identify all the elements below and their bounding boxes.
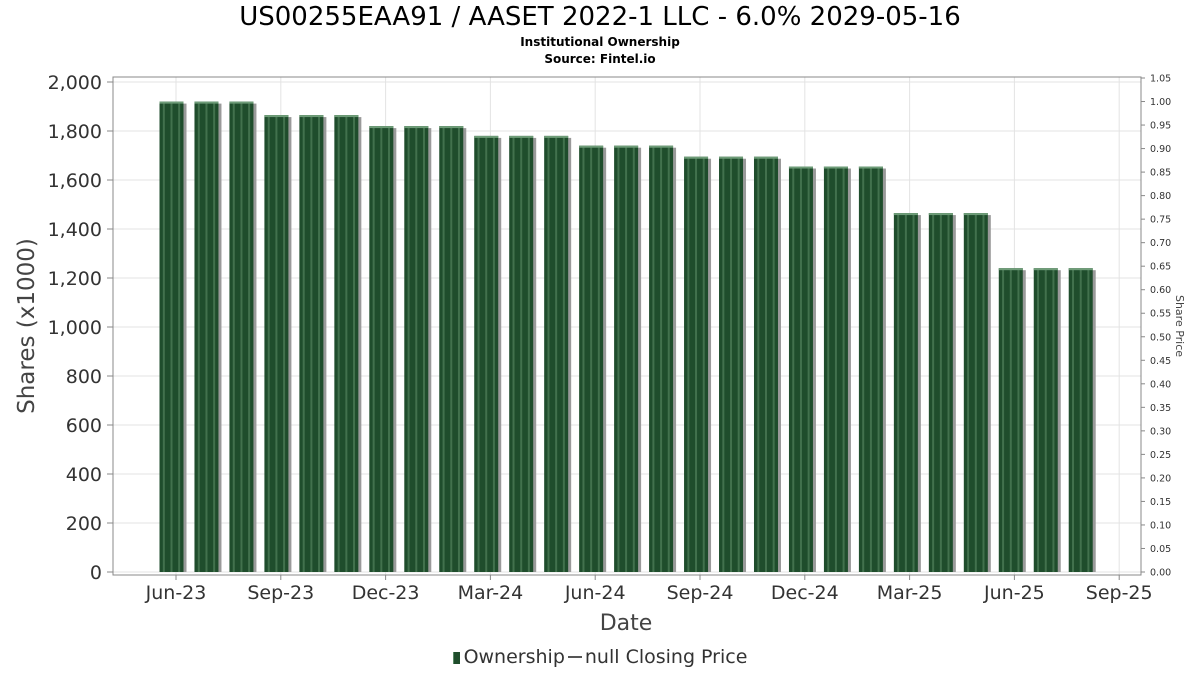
x-tick-label: Sep-24 bbox=[667, 582, 734, 604]
y2-tick-label: 0.35 bbox=[1150, 403, 1171, 414]
ownership-bar bbox=[614, 145, 642, 572]
chart-subtitle: Institutional Ownership bbox=[520, 35, 680, 49]
y2-tick-label: 0.85 bbox=[1150, 168, 1171, 179]
legend: Ownership null Closing Price bbox=[0, 646, 1200, 668]
ownership-bar bbox=[544, 135, 572, 572]
ownership-bar bbox=[719, 156, 747, 572]
ownership-bar bbox=[858, 166, 886, 572]
y2-tick-label: 0.55 bbox=[1150, 309, 1171, 320]
ownership-bar bbox=[369, 126, 397, 572]
ownership-bar bbox=[229, 101, 257, 572]
y2-tick-label: 0.75 bbox=[1150, 215, 1171, 226]
price-legend-line bbox=[567, 656, 582, 658]
ownership-bar bbox=[823, 166, 851, 572]
y2-axis-label: Share Price bbox=[1173, 295, 1186, 357]
ownership-bar bbox=[334, 115, 362, 572]
ownership-bar bbox=[649, 145, 677, 572]
ownership-bar bbox=[928, 213, 956, 572]
x-tick-label: Sep-23 bbox=[247, 582, 314, 604]
y-tick-label: 1,600 bbox=[48, 170, 102, 192]
ownership-bar bbox=[963, 213, 991, 572]
ownership-bar bbox=[509, 135, 537, 572]
y2-tick-label: 0.05 bbox=[1150, 544, 1171, 555]
y-tick-label: 1,000 bbox=[48, 317, 102, 339]
y2-tick-label: 1.05 bbox=[1150, 74, 1171, 85]
y2-tick-label: 0.90 bbox=[1150, 144, 1171, 155]
plot-frame bbox=[112, 76, 1142, 576]
y2-tick-label: 0.30 bbox=[1150, 426, 1171, 437]
y-tick-label: 0 bbox=[90, 562, 102, 584]
x-tick-label: Jun-23 bbox=[145, 582, 207, 604]
ownership-bar bbox=[194, 101, 222, 572]
y2-tick-label: 0.25 bbox=[1150, 450, 1171, 461]
y2-tick-label: 0.00 bbox=[1150, 568, 1171, 579]
y-tick-label: 400 bbox=[66, 464, 102, 486]
y2-tick-label: 0.20 bbox=[1150, 473, 1171, 484]
y2-tick-label: 0.95 bbox=[1150, 121, 1171, 132]
chart-title: US00255EAA91 / AASET 2022-1 LLC - 6.0% 2… bbox=[239, 2, 961, 32]
y-tick-label: 200 bbox=[66, 513, 102, 535]
ownership-bar bbox=[998, 268, 1026, 572]
x-tick-label: Sep-25 bbox=[1086, 582, 1153, 604]
y-tick-label: 1,200 bbox=[48, 268, 102, 290]
ownership-bar bbox=[299, 115, 327, 572]
ownership-bar bbox=[753, 156, 781, 572]
x-axis-label: Date bbox=[600, 611, 653, 636]
y2-tick-label: 0.80 bbox=[1150, 191, 1171, 202]
y2-tick-label: 0.70 bbox=[1150, 238, 1171, 249]
ownership-chart: 0 200 400 600 800 1,000 1,200 1,400 1,600 1,800 2,… bbox=[14, 72, 1186, 636]
y-tick-label: 800 bbox=[66, 366, 102, 388]
y-axis-label: Shares (x1000) bbox=[14, 238, 40, 414]
ownership-bar bbox=[788, 166, 816, 572]
x-tick-label: Dec-24 bbox=[771, 582, 839, 604]
ownership-bar bbox=[264, 115, 292, 572]
ownership-bar bbox=[1068, 268, 1096, 572]
chart-source: Source: Fintel.io bbox=[544, 52, 656, 66]
legend-ownership-label: Ownership bbox=[463, 646, 565, 668]
ownership-bar bbox=[684, 156, 712, 572]
ownership-bar bbox=[159, 101, 187, 572]
x-tick-label: Dec-23 bbox=[352, 582, 420, 604]
ownership-bar bbox=[1033, 268, 1061, 572]
ownership-bar bbox=[439, 126, 467, 572]
x-tick-label: Mar-24 bbox=[458, 582, 524, 604]
ownership-bar bbox=[893, 213, 921, 572]
y2-tick-label: 0.10 bbox=[1150, 520, 1171, 531]
y-tick-label: 2,000 bbox=[48, 72, 102, 94]
x-tick-label: Jun-24 bbox=[564, 582, 626, 604]
ownership-legend-swatch bbox=[452, 652, 460, 664]
y2-tick-label: 0.40 bbox=[1150, 379, 1171, 390]
y2-tick-label: 0.65 bbox=[1150, 262, 1171, 273]
y-tick-label: 1,400 bbox=[48, 219, 102, 241]
x-tick-label: Jun-25 bbox=[983, 582, 1045, 604]
ownership-bar bbox=[474, 135, 502, 572]
legend-price-label: null Closing Price bbox=[584, 646, 748, 668]
y2-tick-label: 0.45 bbox=[1150, 356, 1171, 367]
ownership-bar bbox=[404, 126, 432, 572]
ownership-bar bbox=[579, 145, 607, 572]
y2-tick-label: 0.50 bbox=[1150, 332, 1171, 343]
x-tick-label: Mar-25 bbox=[877, 582, 943, 604]
y2-tick-label: 0.15 bbox=[1150, 497, 1171, 508]
y2-tick-label: 0.60 bbox=[1150, 285, 1171, 296]
y2-tick-label: 1.00 bbox=[1150, 97, 1171, 108]
y-tick-label: 1,800 bbox=[48, 121, 102, 143]
y-tick-label: 600 bbox=[66, 415, 102, 437]
